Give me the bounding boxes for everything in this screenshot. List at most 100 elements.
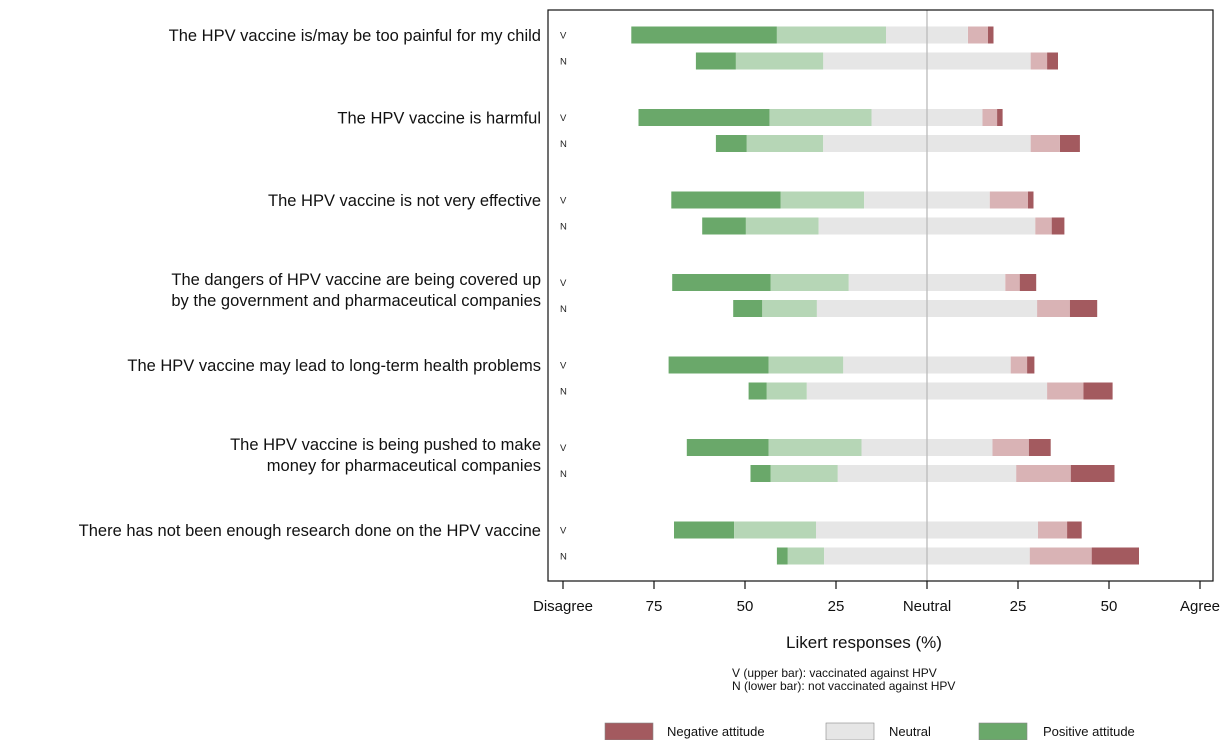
item-label: money for pharmaceutical companies <box>267 457 541 475</box>
bar-segment-strongly-agree-item6-n <box>1070 465 1115 482</box>
plot-frame <box>547 9 1214 582</box>
group-tag-v: V <box>560 278 567 289</box>
group-tag-n: N <box>560 387 567 398</box>
bar-segment-strongly-disagree-item3-v <box>671 191 781 209</box>
bar-segment-disagree-item4-n <box>762 300 817 317</box>
group-tag-n: N <box>560 469 567 480</box>
bar-segment-disagree-item1-v <box>776 26 887 44</box>
bar-segment-strongly-disagree-item7-n <box>776 547 788 565</box>
bars-layer <box>631 26 1139 565</box>
item-label: The HPV vaccine is not very effective <box>268 192 541 210</box>
bar-segment-strongly-agree-item4-v <box>1019 274 1037 291</box>
item-label: The HPV vaccine may lead to long-term he… <box>127 357 541 375</box>
bar-segment-strongly-disagree-item3-n <box>702 217 746 235</box>
group-tag-n: N <box>560 57 567 68</box>
legend-label: Negative attitude <box>667 724 765 739</box>
bar-segment-strongly-disagree-item2-n <box>715 135 747 152</box>
bar-segment-disagree-item1-n <box>735 52 824 70</box>
item-label: by the government and pharmaceutical com… <box>171 292 541 310</box>
group-tag-v: V <box>560 443 567 454</box>
bar-segment-agree-item1-n <box>1030 52 1048 70</box>
bar-segment-disagree-item6-v <box>768 439 862 456</box>
group-note: V (upper bar): vaccinated against HPV <box>732 666 937 680</box>
x-tick-label: Disagree <box>533 598 593 615</box>
bar-segment-strongly-disagree-item1-v <box>631 26 777 44</box>
bar-segment-disagree-item3-v <box>780 191 865 209</box>
item-label: The dangers of HPV vaccine are being cov… <box>171 271 541 289</box>
bar-segment-disagree-item2-n <box>746 135 824 152</box>
bar-segment-strongly-disagree-item7-v <box>674 521 735 539</box>
x-tick-label: Agree <box>1180 598 1220 615</box>
bar-segment-strongly-disagree-item5-n <box>748 382 767 400</box>
bar-segment-disagree-item4-v <box>770 274 849 291</box>
bar-segment-disagree-item6-n <box>770 465 838 482</box>
bar-segment-agree-item3-v <box>989 191 1028 209</box>
bar-segment-strongly-agree-item4-n <box>1069 300 1098 317</box>
item-label: There has not been enough research done … <box>79 522 541 540</box>
bar-segment-strongly-disagree-item5-v <box>668 356 769 374</box>
legend-swatch <box>604 722 654 740</box>
group-tag-v: V <box>560 113 567 124</box>
item-label: The HPV vaccine is/may be too painful fo… <box>169 27 541 45</box>
group-tag-v: V <box>560 31 567 42</box>
x-tick-label: Neutral <box>903 598 951 615</box>
bar-segment-agree-item7-n <box>1029 547 1092 565</box>
bar-segment-agree-item4-v <box>1005 274 1020 291</box>
bar-segment-disagree-item5-n <box>766 382 807 400</box>
bar-segment-agree-item6-n <box>1016 465 1071 482</box>
item-labels: V N The HPV vaccine is/may be too painful … <box>79 27 567 563</box>
item-label: The HPV vaccine is being pushed to make <box>230 436 541 454</box>
bar-segment-strongly-agree-item2-v <box>997 109 1003 126</box>
item-label: The HPV vaccine is harmful <box>337 110 541 128</box>
bar-segment-agree-item4-n <box>1037 300 1070 317</box>
x-axis-ticks: Disagree 75 50 25 Neutral 25 50 Agree <box>533 581 1220 615</box>
bar-segment-agree-item5-v <box>1010 356 1028 374</box>
legend-swatch <box>978 722 1028 740</box>
group-tag-n: N <box>560 304 567 315</box>
x-axis-title: Likert responses (%) <box>786 633 942 652</box>
bar-segment-strongly-agree-item7-v <box>1067 521 1082 539</box>
bar-segment-strongly-disagree-item2-v <box>638 109 770 126</box>
bar-segment-agree-item7-v <box>1038 521 1068 539</box>
bar-segment-strongly-disagree-item4-n <box>733 300 763 317</box>
bar-segment-disagree-item5-v <box>768 356 844 374</box>
bar-segment-strongly-agree-item1-n <box>1047 52 1058 70</box>
bar-segment-agree-item6-v <box>992 439 1029 456</box>
bar-segment-disagree-item3-n <box>745 217 819 235</box>
group-tag-n: N <box>560 222 567 233</box>
x-tick-label: 50 <box>737 598 754 615</box>
bar-segment-strongly-agree-item3-v <box>1028 191 1034 209</box>
bar-segment-strongly-agree-item2-n <box>1059 135 1080 152</box>
bar-segment-strongly-agree-item7-n <box>1091 547 1139 565</box>
x-tick-label: 25 <box>828 598 845 615</box>
group-tag-n: N <box>560 552 567 563</box>
bar-segment-strongly-agree-item6-v <box>1028 439 1051 456</box>
group-tag-v: V <box>560 361 567 372</box>
bar-segment-agree-item3-n <box>1035 217 1052 235</box>
bar-segment-strongly-agree-item5-v <box>1027 356 1035 374</box>
bar-segment-strongly-disagree-item1-n <box>695 52 736 70</box>
bar-segment-strongly-agree-item5-n <box>1083 382 1113 400</box>
bar-segment-disagree-item7-v <box>734 521 816 539</box>
legend-swatch <box>825 722 875 740</box>
bar-segment-agree-item2-n <box>1030 135 1060 152</box>
bar-segment-strongly-disagree-item6-v <box>686 439 769 456</box>
x-tick-label: 75 <box>646 598 663 615</box>
bar-segment-strongly-disagree-item6-n <box>750 465 771 482</box>
x-tick-label: 50 <box>1101 598 1118 615</box>
bar-segment-strongly-agree-item1-v <box>988 26 994 44</box>
legend-label: Positive attitude <box>1043 724 1135 739</box>
bar-segment-agree-item5-n <box>1047 382 1084 400</box>
group-tag-v: V <box>560 526 567 537</box>
legend: Negative attitude Neutral Positive attitud… <box>604 722 1135 740</box>
bar-segment-strongly-agree-item3-n <box>1051 217 1065 235</box>
bar-segment-agree-item2-v <box>982 109 998 126</box>
bar-segment-disagree-item7-n <box>787 547 825 565</box>
bar-segment-agree-item1-v <box>968 26 988 44</box>
bar-segment-strongly-disagree-item4-v <box>672 274 771 291</box>
x-tick-label: 25 <box>1010 598 1027 615</box>
legend-label: Neutral <box>889 724 931 739</box>
group-tag-n: N <box>560 139 567 150</box>
